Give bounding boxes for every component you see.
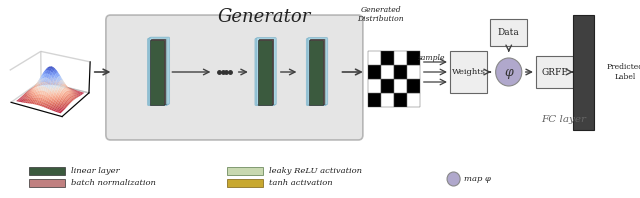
FancyBboxPatch shape bbox=[490, 19, 527, 46]
Bar bbox=[394, 79, 407, 93]
Bar bbox=[150, 39, 164, 105]
FancyBboxPatch shape bbox=[605, 53, 640, 91]
Text: Data: Data bbox=[498, 28, 520, 36]
Text: FC layer: FC layer bbox=[541, 115, 586, 124]
FancyBboxPatch shape bbox=[256, 38, 275, 105]
Text: Noise Distribution: Noise Distribution bbox=[6, 107, 78, 115]
FancyBboxPatch shape bbox=[450, 51, 487, 93]
Bar bbox=[381, 93, 394, 107]
Bar bbox=[29, 179, 65, 187]
Text: batch normalization: batch normalization bbox=[71, 179, 156, 187]
Ellipse shape bbox=[495, 58, 522, 86]
Bar bbox=[258, 39, 272, 105]
Text: map φ: map φ bbox=[464, 175, 491, 183]
Text: Weights: Weights bbox=[452, 68, 486, 76]
Bar bbox=[381, 79, 394, 93]
Text: sample: sample bbox=[419, 54, 446, 62]
Bar bbox=[227, 167, 263, 175]
FancyBboxPatch shape bbox=[150, 37, 170, 104]
FancyBboxPatch shape bbox=[255, 38, 275, 106]
Text: GRFF: GRFF bbox=[541, 68, 568, 76]
Bar bbox=[367, 79, 381, 93]
Text: linear layer: linear layer bbox=[71, 167, 120, 175]
Bar bbox=[152, 39, 166, 104]
FancyBboxPatch shape bbox=[257, 38, 276, 105]
Text: Predicted
Label: Predicted Label bbox=[607, 63, 640, 81]
Bar bbox=[407, 51, 420, 65]
Bar bbox=[367, 65, 381, 79]
Bar bbox=[259, 39, 273, 104]
Bar bbox=[367, 93, 381, 107]
Text: leaky ReLU activation: leaky ReLU activation bbox=[269, 167, 362, 175]
FancyBboxPatch shape bbox=[308, 38, 328, 105]
Bar bbox=[407, 93, 420, 107]
Bar bbox=[29, 167, 65, 175]
Bar bbox=[153, 38, 167, 103]
Bar bbox=[310, 39, 324, 104]
FancyBboxPatch shape bbox=[148, 38, 168, 105]
Bar bbox=[309, 39, 323, 105]
Bar bbox=[407, 79, 420, 93]
FancyBboxPatch shape bbox=[536, 56, 573, 88]
Text: Generator: Generator bbox=[218, 8, 312, 26]
Bar bbox=[227, 179, 263, 187]
Bar bbox=[367, 51, 381, 65]
Bar bbox=[394, 93, 407, 107]
Bar bbox=[311, 39, 325, 104]
FancyBboxPatch shape bbox=[147, 38, 167, 106]
Text: φ: φ bbox=[504, 66, 513, 78]
Text: tanh activation: tanh activation bbox=[269, 179, 333, 187]
FancyBboxPatch shape bbox=[149, 38, 169, 105]
Bar bbox=[573, 15, 594, 130]
Bar bbox=[259, 39, 273, 104]
Ellipse shape bbox=[447, 172, 460, 186]
Text: Generated
Distribution: Generated Distribution bbox=[357, 6, 404, 23]
FancyBboxPatch shape bbox=[106, 15, 363, 140]
Bar bbox=[151, 39, 165, 104]
Bar bbox=[381, 65, 394, 79]
FancyBboxPatch shape bbox=[307, 38, 326, 106]
Bar bbox=[407, 65, 420, 79]
Bar bbox=[394, 65, 407, 79]
Bar bbox=[394, 51, 407, 65]
FancyBboxPatch shape bbox=[307, 38, 327, 105]
Bar bbox=[381, 51, 394, 65]
